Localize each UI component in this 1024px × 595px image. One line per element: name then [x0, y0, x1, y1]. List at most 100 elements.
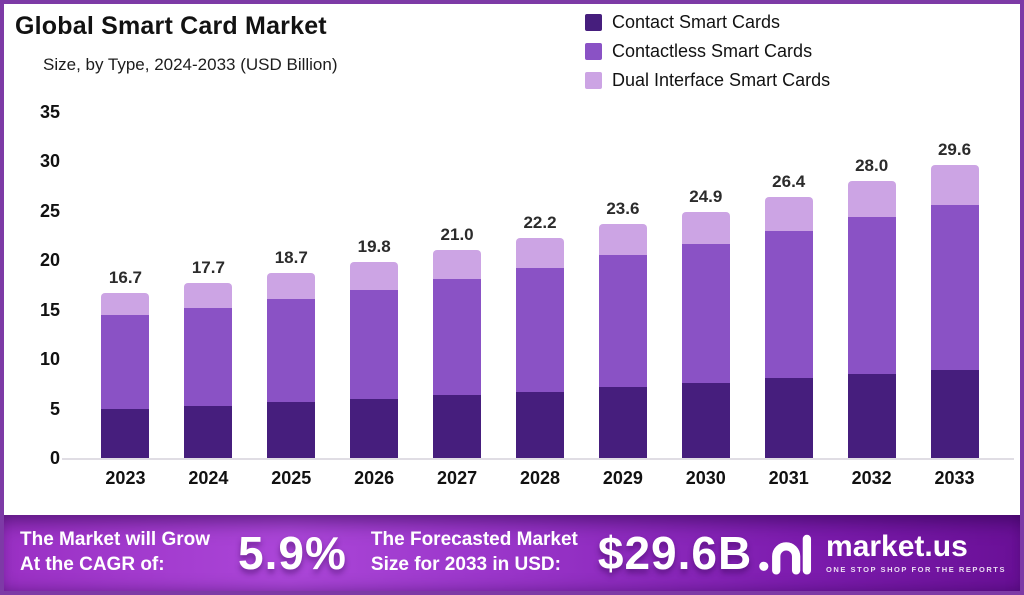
y-tick-10: 10	[39, 349, 60, 369]
bar-segment-2028-contact-smart-cards	[515, 391, 564, 458]
market-us-logo-icon	[759, 534, 812, 575]
bar-segment-2031-contactless-smart-cards	[764, 231, 813, 378]
legend-item-0: Contact Smart Cards	[585, 12, 830, 33]
bar-segment-2024-contactless-smart-cards	[184, 307, 233, 406]
bar-segment-2024-contact-smart-cards	[184, 405, 233, 458]
y-axis: 0 5 10 15 20 25 30 35	[12, 4, 60, 484]
bar-segment-2026-contactless-smart-cards	[350, 289, 399, 399]
cagr-label-line1: The Market will Grow	[20, 529, 211, 551]
bar-segment-2027-dual-interface-smart-cards	[433, 250, 482, 279]
bar-2031: 26.4	[747, 111, 830, 458]
bar-segment-2030-contact-smart-cards	[681, 382, 730, 458]
brand-name: market.us	[826, 530, 968, 563]
bar-segment-2032-contactless-smart-cards	[847, 217, 896, 374]
bar-total-label-2025: 18.7	[274, 247, 308, 267]
bar-segment-2033-contact-smart-cards	[930, 369, 979, 458]
bar-segment-2029-dual-interface-smart-cards	[598, 224, 647, 256]
bar-2027: 21.0	[416, 111, 499, 458]
bar-segment-2032-dual-interface-smart-cards	[847, 180, 896, 218]
x-tick-2027: 2027	[437, 468, 478, 488]
y-tick-20: 20	[39, 250, 60, 270]
brand-logo: market.us ONE STOP SHOP FOR THE REPORTS	[758, 530, 1006, 576]
bar-segment-2026-contact-smart-cards	[350, 398, 399, 458]
bar-segment-2025-dual-interface-smart-cards	[267, 272, 316, 299]
chart-subtitle: Size, by Type, 2024-2033 (USD Billion)	[43, 55, 338, 74]
bar-segment-2025-contact-smart-cards	[267, 401, 316, 458]
bar-segment-2024-dual-interface-smart-cards	[184, 282, 233, 308]
bar-segment-2023-dual-interface-smart-cards	[101, 292, 150, 316]
legend-label: Contact Smart Cards	[612, 12, 781, 32]
bar-2025: 18.7	[250, 111, 333, 458]
bar-segment-2027-contact-smart-cards	[433, 394, 482, 458]
bar-2024: 17.7	[167, 111, 250, 458]
bar-segment-2029-contact-smart-cards	[598, 386, 647, 458]
chart-title: Global Smart Card Market	[15, 12, 327, 40]
legend-swatch-icon	[585, 43, 602, 60]
cagr-label-line2: At the CAGR of:	[20, 554, 165, 575]
y-tick-15: 15	[39, 299, 60, 320]
legend-item-1: Contactless Smart Cards	[585, 41, 830, 62]
forecast-label-line2: Size for 2033 in USD:	[370, 554, 561, 575]
bar-segment-2025-contactless-smart-cards	[267, 298, 316, 402]
legend-label: Dual Interface Smart Cards	[612, 70, 831, 90]
bar-2028: 22.2	[499, 111, 582, 458]
bar-total-label-2033: 29.6	[937, 139, 972, 159]
bar-total-label-2032: 28.0	[855, 155, 889, 175]
brand-tagline: ONE STOP SHOP FOR THE REPORTS	[826, 565, 1006, 574]
x-tick-2023: 2023	[105, 468, 146, 488]
legend-label: Contactless Smart Cards	[612, 41, 813, 61]
brand-text: market.us ONE STOP SHOP FOR THE REPORTS	[826, 530, 1006, 575]
bar-total-label-2027: 21.0	[440, 225, 474, 245]
bar-2032: 28.0	[830, 111, 913, 458]
legend-swatch-icon	[585, 14, 602, 31]
footer-banner: The Market will Grow At the CAGR of: 5.9…	[4, 515, 1020, 591]
bar-segment-2027-contactless-smart-cards	[433, 278, 482, 395]
bar-total-label-2023: 16.7	[108, 267, 142, 287]
bar-2023: 16.7	[84, 111, 167, 458]
forecast-label: The Forecasted Market Size for 2033 in U…	[371, 528, 578, 577]
bar-segment-2023-contactless-smart-cards	[101, 315, 150, 409]
bar-2026: 19.8	[333, 111, 416, 458]
x-tick-2029: 2029	[602, 468, 643, 488]
legend-item-2: Dual Interface Smart Cards	[585, 70, 830, 91]
x-tick-2024: 2024	[188, 468, 229, 488]
x-tick-2032: 2032	[851, 468, 892, 488]
bar-segment-2031-contact-smart-cards	[764, 377, 813, 458]
bar-segment-2030-dual-interface-smart-cards	[681, 211, 730, 245]
bar-plot-area: 16.7 17.7 18.7 19.8 21.0 22.2 23.6 24.9 26.4 28.0…	[84, 111, 996, 458]
bar-segment-2033-dual-interface-smart-cards	[930, 164, 979, 205]
legend-swatch-icon	[585, 72, 602, 89]
x-axis-labels: 2023 2024 2025 2026 2027 2028 2029 2030 2031 2032…	[84, 468, 996, 489]
bar-total-label-2031: 26.4	[772, 171, 806, 191]
cagr-value: 5.9%	[238, 527, 347, 579]
bar-2029: 23.6	[581, 111, 664, 458]
bar-segment-2023-contact-smart-cards	[101, 408, 150, 458]
bar-2033: 29.6	[913, 111, 996, 458]
y-tick-0: 0	[49, 448, 60, 468]
bar-segment-2032-contact-smart-cards	[847, 373, 896, 458]
bar-total-label-2030: 24.9	[689, 186, 723, 206]
x-tick-2026: 2026	[354, 468, 395, 488]
y-tick-5: 5	[49, 398, 60, 419]
bar-segment-2033-contactless-smart-cards	[930, 204, 979, 370]
bar-segment-2028-contactless-smart-cards	[515, 267, 564, 392]
y-tick-30: 30	[39, 151, 60, 171]
y-tick-25: 25	[39, 200, 60, 221]
bar-segment-2030-contactless-smart-cards	[681, 244, 730, 383]
bar-2030: 24.9	[664, 111, 747, 458]
x-tick-2030: 2030	[685, 468, 726, 488]
cagr-label: The Market will Grow At the CAGR of:	[20, 528, 210, 577]
forecast-label-line1: The Forecasted Market	[370, 529, 578, 551]
bar-segment-2031-dual-interface-smart-cards	[764, 196, 813, 232]
x-tick-2033: 2033	[934, 468, 975, 488]
x-tick-2028: 2028	[519, 468, 560, 488]
y-tick-35: 35	[39, 101, 60, 122]
x-axis-line	[62, 458, 1014, 460]
bar-segment-2029-contactless-smart-cards	[598, 255, 647, 387]
bar-segment-2026-dual-interface-smart-cards	[350, 262, 399, 290]
forecast-value: $29.6B	[597, 527, 753, 579]
legend: Contact Smart Cards Contactless Smart Car…	[585, 12, 830, 91]
bar-total-label-2026: 19.8	[357, 237, 391, 256]
bar-segment-2028-dual-interface-smart-cards	[515, 238, 564, 268]
